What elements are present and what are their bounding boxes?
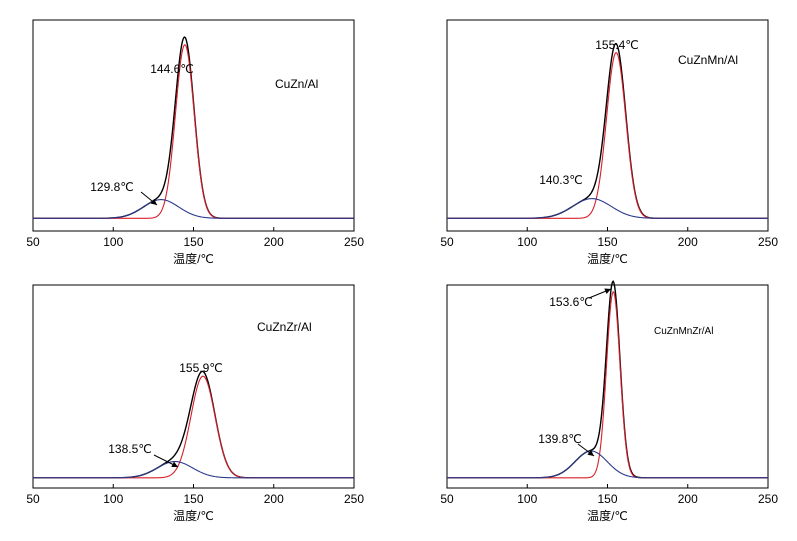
x-tick-label: 150 bbox=[597, 235, 617, 249]
annotation-arrow-head bbox=[587, 450, 594, 456]
panel-1: 50 100 150 200 250 温度/℃ CuZn/Al 144.6℃ 129.8℃ bbox=[26, 19, 364, 266]
plot-frame bbox=[32, 19, 355, 232]
x-tick-label: 50 bbox=[26, 492, 40, 506]
peak-annotation: 144.6℃ bbox=[150, 62, 194, 76]
series-sum-line bbox=[447, 280, 768, 479]
sample-label: CuZnMnZr/Al bbox=[654, 326, 713, 337]
x-tick-label: 100 bbox=[103, 492, 123, 506]
series-component-line bbox=[447, 51, 768, 219]
x-tick-label: 250 bbox=[758, 492, 778, 506]
x-tick-label: 100 bbox=[103, 235, 123, 249]
peak-annotation: 129.8℃ bbox=[90, 180, 134, 194]
sample-label: CuZn/Al bbox=[275, 77, 318, 91]
x-axis-label: 温度/℃ bbox=[587, 251, 628, 266]
peak-annotation: 139.8℃ bbox=[538, 432, 582, 446]
x-tick-label: 50 bbox=[440, 235, 454, 249]
x-tick-label: 200 bbox=[678, 235, 698, 249]
series-component-line bbox=[33, 460, 354, 479]
sample-label: CuZnMn/Al bbox=[678, 53, 738, 67]
x-tick-label: 150 bbox=[183, 235, 203, 249]
annotation-arrow-head bbox=[171, 461, 178, 467]
series-sum-line bbox=[33, 370, 354, 479]
annotation-arrow-head bbox=[150, 198, 157, 205]
peak-annotation: 153.6℃ bbox=[549, 295, 593, 309]
series-component-line bbox=[33, 199, 354, 219]
x-tick-label: 50 bbox=[440, 492, 454, 506]
panel-3: 50 100 150 200 250 温度/℃ CuZnZr/Al 155.9℃ 138.5℃ bbox=[26, 284, 364, 523]
sample-label: CuZnZr/Al bbox=[257, 320, 312, 334]
x-tick-label: 100 bbox=[517, 235, 537, 249]
x-tick-label: 50 bbox=[26, 235, 40, 249]
x-tick-label: 250 bbox=[344, 492, 364, 506]
x-tick-label: 150 bbox=[597, 492, 617, 506]
series-sum-line bbox=[447, 42, 768, 220]
series-component-line bbox=[447, 198, 768, 219]
x-tick-label: 150 bbox=[183, 492, 203, 506]
series-component-line bbox=[447, 450, 768, 479]
x-tick-label: 200 bbox=[264, 492, 284, 506]
x-axis-label: 温度/℃ bbox=[587, 508, 628, 523]
x-tick-label: 200 bbox=[678, 492, 698, 506]
x-tick-label: 250 bbox=[344, 235, 364, 249]
x-tick-label: 250 bbox=[758, 235, 778, 249]
peak-annotation: 155.4℃ bbox=[595, 38, 639, 52]
panel-4: 50 100 150 200 250 温度/℃ CuZnMnZr/Al 153.6℃ 139.8… bbox=[440, 280, 778, 523]
plot-frame bbox=[446, 284, 769, 489]
x-tick-label: 100 bbox=[517, 492, 537, 506]
series-component-line bbox=[447, 290, 768, 479]
peak-annotation: 140.3℃ bbox=[539, 173, 583, 187]
annotation-arrow-head bbox=[604, 288, 611, 295]
x-axis-label: 温度/℃ bbox=[173, 251, 214, 266]
peak-annotation: 138.5℃ bbox=[108, 442, 152, 456]
peak-annotation: 155.9℃ bbox=[179, 361, 223, 375]
x-tick-label: 200 bbox=[264, 235, 284, 249]
x-axis-label: 温度/℃ bbox=[173, 508, 214, 523]
panel-2: 50 100 150 200 250 温度/℃ CuZnMn/Al 155.4℃ 140.3℃ bbox=[440, 19, 778, 266]
plot-frame bbox=[32, 284, 355, 489]
